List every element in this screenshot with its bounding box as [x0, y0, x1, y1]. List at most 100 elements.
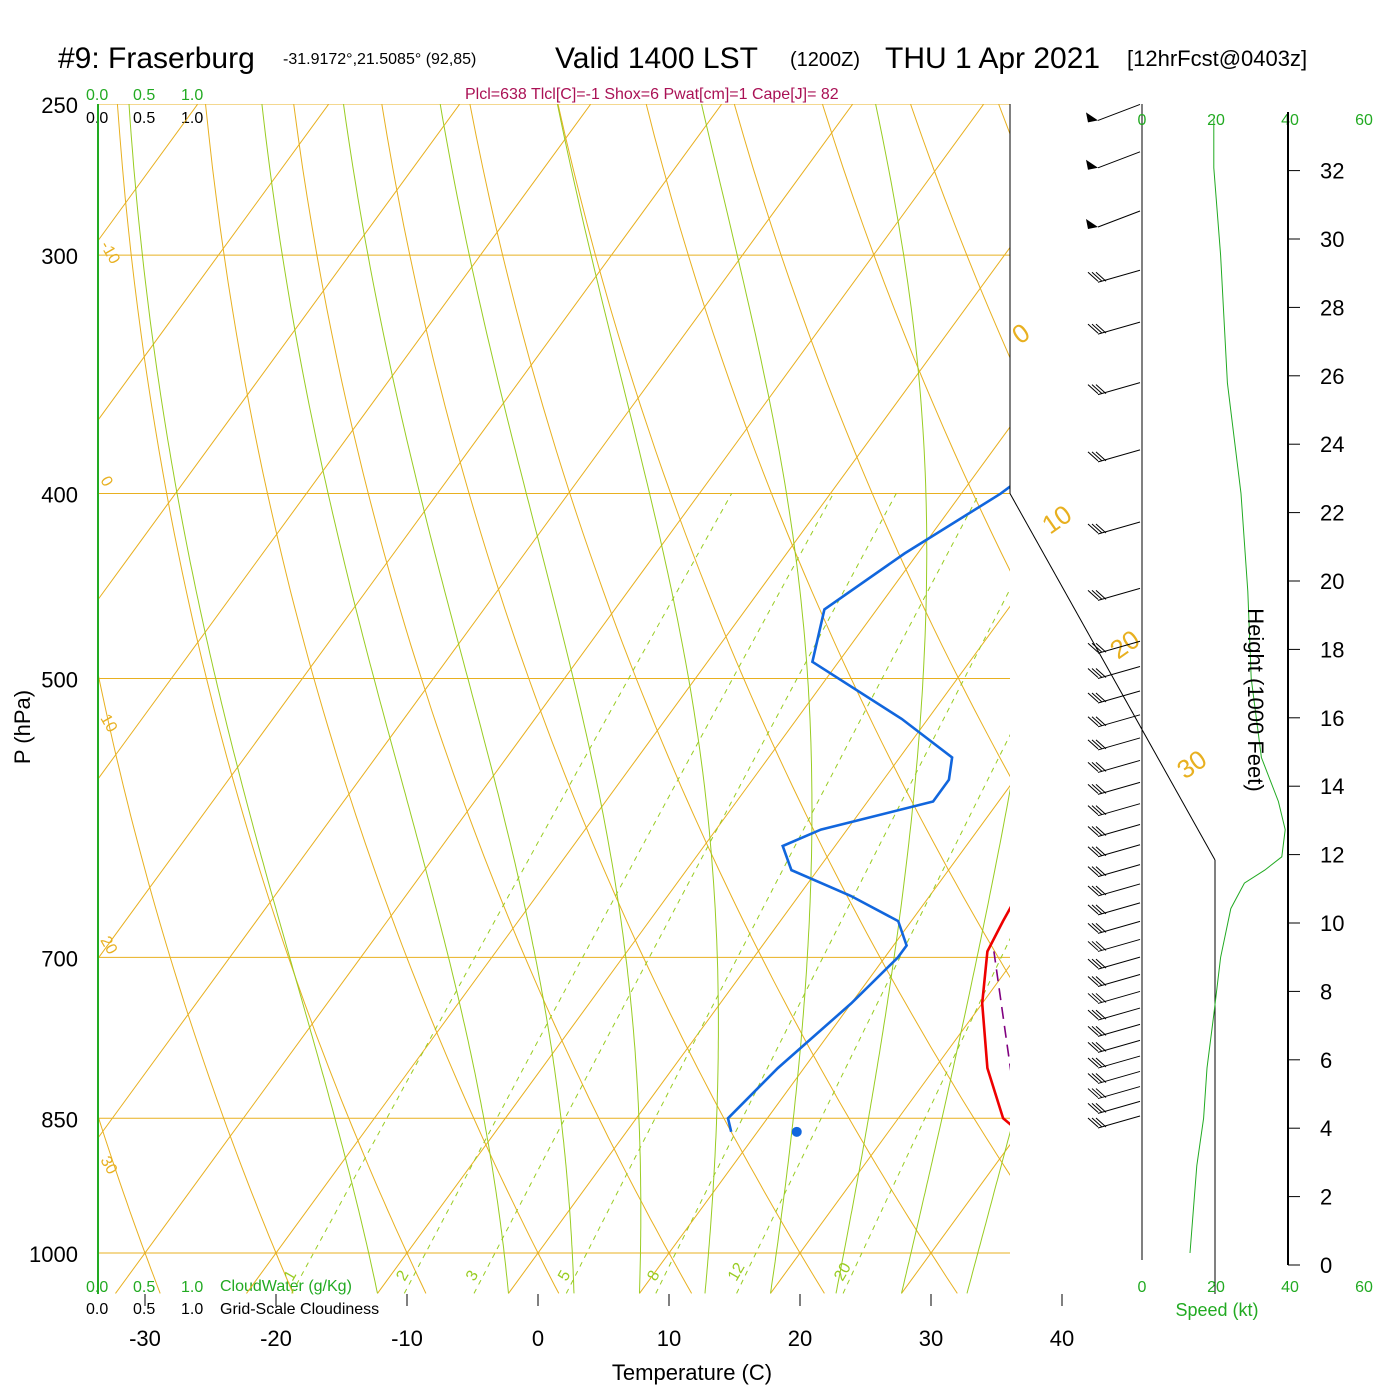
wind-feather-845-2 — [1095, 1103, 1107, 1113]
wind-flag-290 — [1086, 219, 1098, 230]
isotherm--20 — [246, 246, 1010, 1294]
station-title: #9: Fraserburg — [58, 42, 255, 75]
wind-feather-815-1 — [1091, 1073, 1103, 1083]
wind-feather-665-0 — [1087, 904, 1099, 915]
wind-feather-650-0 — [1087, 885, 1099, 896]
wind-feather-385-2 — [1095, 451, 1107, 462]
wind-feather-420-2 — [1095, 523, 1107, 534]
wind-feather-740-0 — [1087, 993, 1099, 1003]
speed-axis-title: Speed (kt) — [1175, 1300, 1258, 1320]
height-tick-label-26: 26 — [1320, 364, 1344, 389]
wind-feather-785-1 — [1091, 1041, 1103, 1052]
wind-feather-785-0 — [1087, 1041, 1099, 1052]
speed-top-label-60: 60 — [1355, 112, 1373, 129]
x-tick-label-30: 30 — [919, 1326, 943, 1351]
wind-feather-770-0 — [1087, 1026, 1099, 1036]
wind-feather-770-2 — [1095, 1026, 1107, 1036]
wind-feather-635-2 — [1095, 866, 1107, 876]
wind-feather-635-0 — [1087, 866, 1099, 876]
wind-barb-695 — [1097, 938, 1141, 952]
wind-barb-770 — [1097, 1023, 1141, 1037]
wind-feather-545-0 — [1087, 739, 1099, 750]
mixing-ratio-20 — [842, 937, 1010, 1294]
cloud-scale-top-2: 1.0 — [181, 87, 203, 104]
sounding-profiles — [726, 485, 1038, 1137]
moist-adiabat-0 — [261, 104, 509, 1294]
wind-feather-420-1 — [1091, 523, 1103, 534]
wind-barb-605 — [1097, 824, 1141, 837]
wind-feather-590-0 — [1087, 805, 1099, 816]
moist-adiabat-5 — [342, 104, 575, 1294]
wind-barb-845 — [1097, 1100, 1141, 1114]
wind-barb-725 — [1097, 973, 1141, 987]
wind-feather-635-1 — [1091, 866, 1103, 876]
isotherm-0 — [508, 605, 1010, 1294]
wind-feather-740-2 — [1095, 993, 1107, 1003]
moist-adiabat-15 — [556, 104, 719, 1294]
wind-feather-725-2 — [1095, 976, 1107, 986]
wind-feather-785-2 — [1095, 1041, 1107, 1052]
isotherm--60 — [98, 104, 592, 780]
wind-feather-385-1 — [1091, 451, 1103, 462]
wind-feather-355-1 — [1091, 384, 1103, 395]
wind-feather-770-1 — [1091, 1026, 1103, 1036]
isotherm-10 — [639, 785, 1010, 1294]
pressure-label-300: 300 — [41, 244, 78, 269]
zulu-time: (1200Z) — [790, 49, 860, 71]
wind-feather-590-1 — [1091, 805, 1103, 816]
wind-feather-830-2 — [1095, 1088, 1107, 1098]
dry-adiabat-80 — [909, 104, 1010, 360]
height-tick-label-14: 14 — [1320, 774, 1344, 799]
right-frame-diag — [1009, 493, 1216, 861]
height-tick-label-20: 20 — [1320, 569, 1344, 594]
height-tick-label-4: 4 — [1320, 1116, 1332, 1141]
mixing-ratio-1 — [291, 493, 733, 1294]
wind-barb-665 — [1097, 902, 1141, 916]
wind-feather-310-0 — [1087, 271, 1099, 282]
isotherm--10 — [377, 426, 1010, 1294]
moist-adiabat-20 — [700, 104, 813, 1294]
dry-adiabat--20 — [98, 671, 294, 1294]
dry-adiabat-label-1: 20 — [97, 934, 121, 958]
speed-bottom-label-0: 0 — [1138, 1279, 1147, 1296]
dry-adiabat-label-5: 0 — [1006, 317, 1035, 350]
wind-feather-860-2 — [1095, 1117, 1107, 1128]
wind-feather-455-1 — [1091, 589, 1103, 600]
height-axis-title: Height (1000 Feet) — [1243, 608, 1268, 791]
height-tick-label-2: 2 — [1320, 1185, 1332, 1210]
dry-adiabat-70 — [821, 104, 1010, 572]
dry-adiabat--40 — [0, 70, 27, 1293]
dry-adiabat-130 — [1335, 70, 1400, 1293]
wind-feather-845-0 — [1087, 1103, 1099, 1113]
wind-feather-330-1 — [1091, 323, 1103, 334]
wind-barb-785 — [1097, 1039, 1141, 1053]
wind-barb-590 — [1097, 803, 1141, 817]
dry-adiabat-label-4: -10 — [97, 239, 123, 268]
dry-adiabat-label-7: 20 — [1104, 624, 1145, 665]
wind-barb-635 — [1097, 864, 1141, 878]
wind-feather-725-1 — [1091, 976, 1103, 986]
wind-barb-255 — [1097, 103, 1141, 121]
wind-feather-845-1 — [1091, 1103, 1103, 1113]
dry-adiabat--30 — [98, 1114, 161, 1294]
valid-time: Valid 1400 LST — [555, 42, 758, 75]
wind-feather-830-0 — [1087, 1088, 1099, 1098]
surface-temp-marker — [1028, 1127, 1038, 1137]
cloud-scale-bottom2-1: 0.5 — [133, 1301, 155, 1318]
wind-feather-455-0 — [1087, 589, 1099, 600]
pressure-label-500: 500 — [41, 668, 78, 693]
wind-feather-605-2 — [1095, 826, 1107, 836]
height-tick-label-24: 24 — [1320, 432, 1344, 457]
wind-feather-620-0 — [1087, 846, 1099, 857]
x-tick-label-0: 0 — [532, 1326, 544, 1351]
isotherm--40 — [98, 104, 854, 1139]
y-axis-title: P (hPa) — [10, 690, 35, 764]
wind-barb-800 — [1097, 1055, 1141, 1069]
wind-barb-500 — [1097, 666, 1141, 679]
thermo-grid — [0, 70, 1400, 1294]
wind-barb-830 — [1097, 1086, 1141, 1100]
wind-feather-485-1 — [1091, 642, 1103, 653]
mixing-ratio-2 — [403, 493, 834, 1294]
height-tick-label-32: 32 — [1320, 159, 1344, 184]
mixing-ratio-label-3: 3 — [463, 1268, 482, 1284]
